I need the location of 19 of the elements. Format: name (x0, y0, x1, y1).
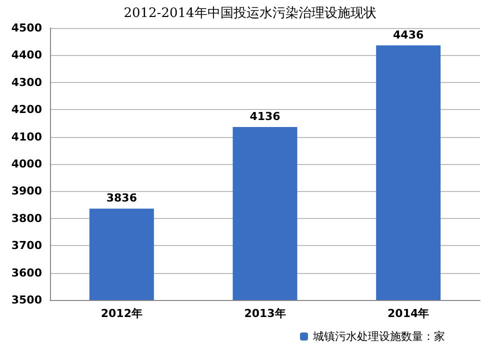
y-tick-label: 4400 (11, 48, 42, 62)
y-tick-label: 3800 (11, 212, 42, 225)
y-tick-label: 3500 (11, 294, 42, 306)
x-tick-label: 2014年 (388, 307, 430, 320)
data-label: 3836 (106, 192, 138, 205)
data-label: 4436 (393, 28, 424, 42)
y-tick-label: 3700 (11, 239, 42, 252)
x-tick-label: 2012年 (100, 307, 142, 320)
y-tick-label: 4000 (11, 158, 42, 170)
x-tick-label: 2013年 (244, 307, 286, 320)
y-tick-label: 4300 (11, 76, 42, 89)
y-tick-label: 3900 (11, 184, 42, 198)
y-tick-label: 4500 (11, 22, 42, 34)
chart-title: 2012-2014年中国投运水污染治理设施现状 (124, 6, 376, 21)
y-tick-label: 4200 (11, 103, 42, 116)
legend-label: 城镇污水处理设施数量：家 (312, 330, 445, 343)
y-tick-label: 4100 (11, 130, 42, 144)
y-tick-label: 3600 (11, 266, 42, 280)
data-label: 4136 (250, 110, 281, 124)
